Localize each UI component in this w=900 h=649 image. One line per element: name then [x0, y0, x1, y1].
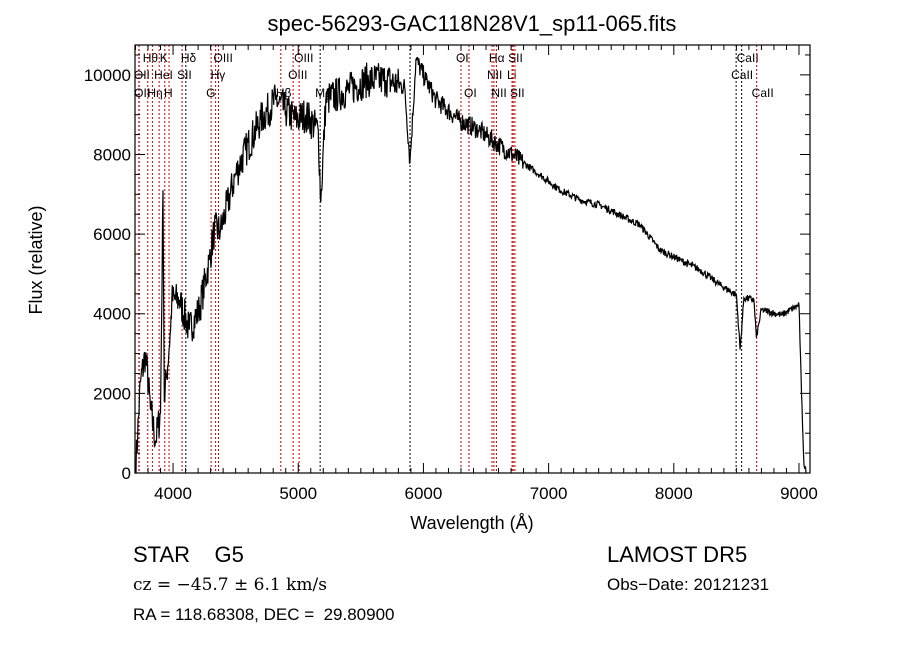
spectral-line-label: CaII: [737, 51, 759, 65]
y-tick-label: 4000: [93, 305, 131, 324]
y-tick-label: 2000: [93, 384, 131, 403]
spectral-line-label: G: [206, 86, 215, 100]
y-tick-label: 10000: [84, 66, 131, 85]
x-tick-label: 8000: [655, 484, 693, 503]
x-tick-label: 5000: [279, 484, 317, 503]
survey-name: LAMOST DR5: [607, 542, 747, 567]
x-tick-label: 9000: [780, 484, 818, 503]
spectral-line-label: SII: [177, 68, 192, 82]
x-tick-label: 7000: [530, 484, 568, 503]
spectral-line-label: OI: [456, 51, 469, 65]
spectral-line-label: Hδ: [181, 51, 197, 65]
spectral-line-label: Hθ: [143, 51, 159, 65]
coordinates: RA = 118.68308, DEC = 29.80900: [133, 605, 395, 624]
axis-ticks: 4000 5000 6000 7000 8000 9000 0 2000 4000 6000 800…: [84, 45, 818, 503]
spectral-line-label: Hη: [147, 86, 162, 100]
spectral-line-label: OIII: [213, 51, 232, 65]
spectral-line-label: K: [160, 51, 168, 65]
y-tick-label: 6000: [93, 225, 131, 244]
spectral-line-label: OII: [134, 86, 150, 100]
chart-title: spec-56293-GAC118N28V1_sp11-065.fits: [268, 11, 677, 36]
spectral-lines: OIIOIIHθHηHeIKHSIIHδGHγOIIIHβOIIIOIIIMgO…: [134, 45, 774, 473]
spectral-line-label: HeI: [154, 68, 173, 82]
plot-frame: [134, 44, 811, 474]
x-tick-label: 4000: [154, 484, 192, 503]
y-axis-label: Flux (relative): [26, 205, 46, 314]
redshift-cz: cz = −45.7 ± 6.1 km/s: [133, 575, 327, 595]
spectral-line-label: OI: [464, 86, 477, 100]
x-axis-label: Wavelength (Å): [410, 513, 533, 533]
spectral-line-label: SII: [510, 86, 525, 100]
obs-date: Obs−Date: 20121231: [607, 575, 769, 594]
y-tick-label: 0: [122, 464, 131, 483]
spectral-line-label: SII: [508, 51, 523, 65]
spectrum-line: [135, 56, 807, 474]
spectral-line-label: Hγ: [211, 68, 226, 82]
spectral-line-label: NII: [491, 86, 506, 100]
y-tick-label: 8000: [93, 145, 131, 164]
spectral-line-label: CaII: [752, 86, 774, 100]
spectral-line-label: OIII: [294, 51, 313, 65]
object-class: STAR G5: [133, 542, 244, 567]
spectral-line-label: H: [164, 86, 173, 100]
spectral-line-label: NII: [487, 68, 502, 82]
spectral-line-label: Li: [507, 68, 516, 82]
spectral-line-label: OIII: [288, 68, 307, 82]
x-tick-label: 6000: [405, 484, 443, 503]
